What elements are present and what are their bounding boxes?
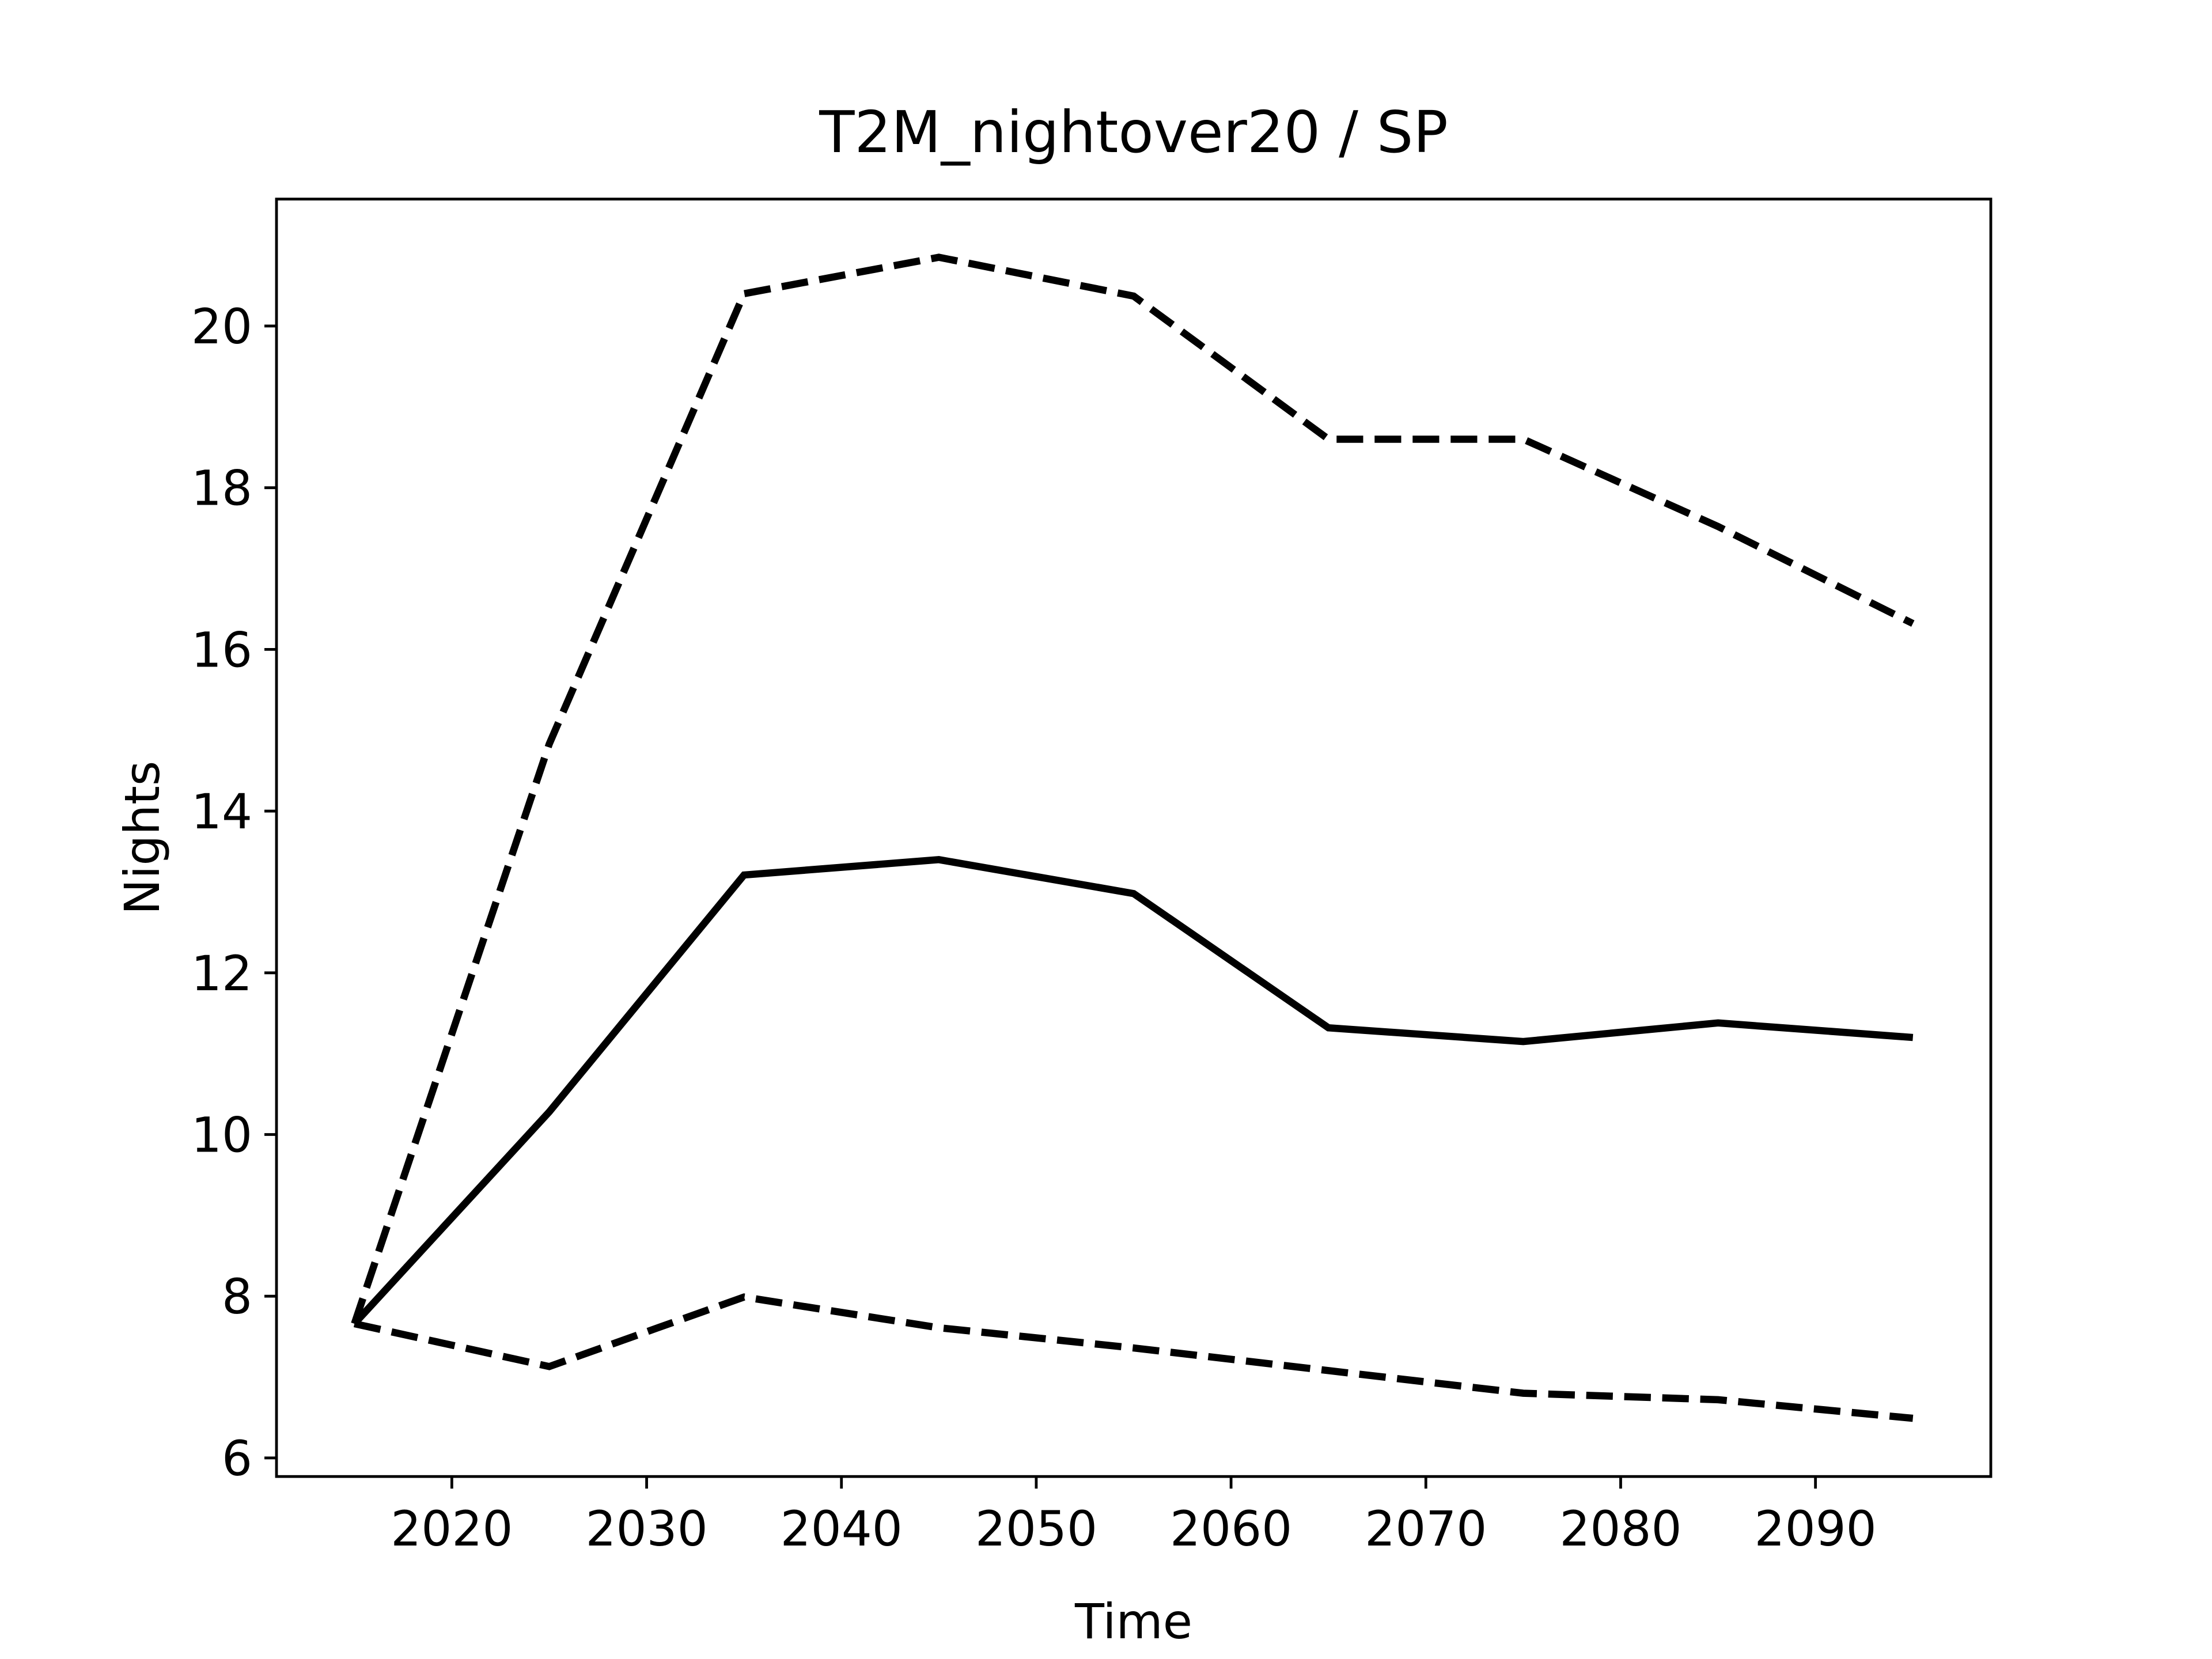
data-line [351,856,1914,1327]
y-tick-label: 16 [191,622,252,678]
x-tick-label: 2030 [585,1501,707,1557]
data-line [353,1293,1914,1422]
x-tick-label: 2080 [1559,1501,1681,1557]
y-axis-label: Nights [115,761,171,915]
y-tick-label: 18 [191,461,252,517]
y-tick-label: 14 [191,784,252,840]
x-tick-label: 2040 [781,1501,903,1557]
x-tick-label: 2020 [391,1501,513,1557]
x-axis-label: Time [1074,1594,1192,1650]
x-tick-label: 2090 [1755,1501,1877,1557]
x-tick-label: 2060 [1170,1501,1292,1557]
y-tick-label: 12 [191,946,252,1002]
chart-title: T2M_nightover20 / SP [819,99,1448,166]
data-line [351,253,1915,1325]
y-tick-label: 6 [222,1431,252,1487]
x-tick-label: 2070 [1365,1501,1487,1557]
y-tick-label: 8 [222,1269,252,1325]
y-tick-label: 20 [191,299,252,355]
y-tick-label: 10 [191,1108,252,1164]
x-tick-label: 2050 [975,1501,1097,1557]
axes-frame [275,198,1993,1478]
